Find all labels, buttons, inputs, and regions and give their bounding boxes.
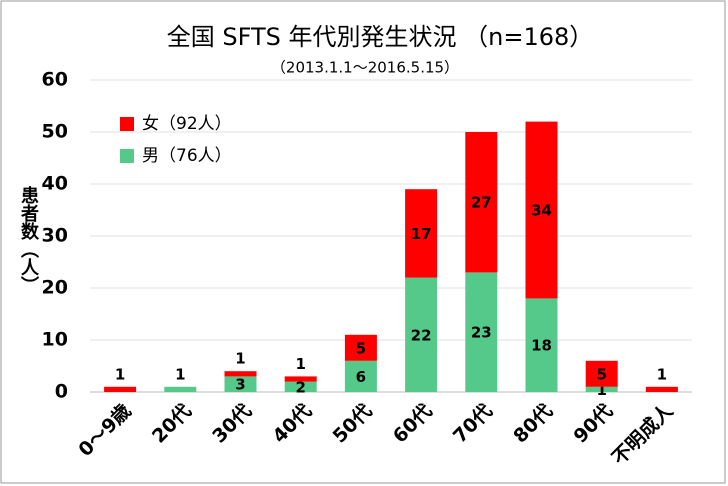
bar-segment [465,272,498,392]
bar-segment [525,121,558,299]
value-label: 27 [471,194,492,212]
bar-segment [284,376,317,382]
legend-swatch [120,149,134,163]
value-label: 5 [596,365,606,383]
bar-segment [585,386,618,392]
value-label: 1 [175,365,185,383]
value-label: 1 [115,365,125,383]
value-label: 18 [531,337,552,355]
bar-segment [645,386,678,392]
bar-segment [405,189,438,278]
legend-label: 女（92人） [142,114,232,134]
value-label: 2 [295,378,305,396]
value-label: 1 [657,365,667,383]
bar-segment [164,386,197,392]
legend-label: 男（76人） [142,146,232,166]
value-label: 5 [356,339,366,357]
value-label: 22 [411,326,432,344]
y-tick-label: 30 [42,225,68,247]
chart-subtitle: （2013.1.1〜2016.5.15） [271,59,459,77]
legend-swatch [120,117,134,131]
bar-segment [344,334,377,361]
value-label: 34 [531,202,552,220]
bar-segment [104,386,137,392]
y-tick-label: 20 [42,277,68,299]
value-label: 1 [295,355,305,373]
chart-title: 全国 SFTS 年代別発生状況 （n=168） [167,23,594,51]
bar-segment [585,360,618,387]
bar-segment [224,371,257,377]
value-label: 3 [235,376,245,394]
y-axis-label: 患者数（人） [18,186,40,294]
y-tick-label: 50 [42,121,68,143]
bar-segment [284,381,317,392]
y-tick-label: 10 [42,329,68,351]
bar-segment [405,277,438,392]
value-label: 1 [596,381,606,399]
bar-segment [344,360,377,392]
value-label: 6 [356,368,366,386]
y-tick-label: 40 [42,173,68,195]
value-label: 23 [471,324,492,342]
value-label: 1 [235,350,245,368]
value-label: 17 [411,225,432,243]
bar-segment [465,132,498,273]
bar-segment [525,298,558,392]
y-tick-label: 0 [55,381,68,403]
y-tick-label: 60 [42,69,68,91]
bar-segment [224,376,257,392]
